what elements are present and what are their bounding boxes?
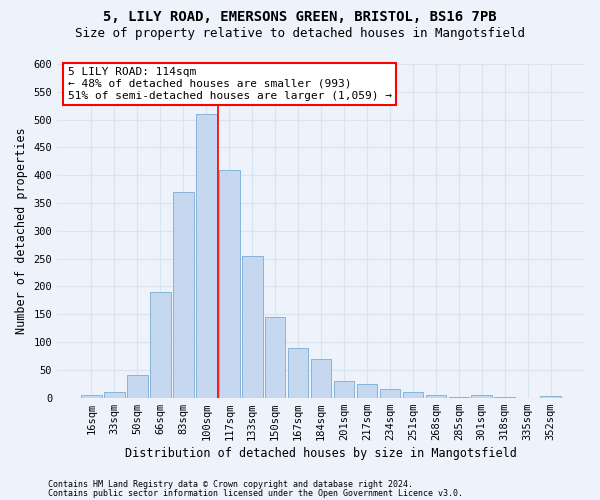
Bar bbox=[449, 396, 469, 398]
Bar bbox=[541, 396, 561, 398]
Bar bbox=[494, 396, 515, 398]
Text: 5, LILY ROAD, EMERSONS GREEN, BRISTOL, BS16 7PB: 5, LILY ROAD, EMERSONS GREEN, BRISTOL, B… bbox=[103, 10, 497, 24]
Bar bbox=[150, 292, 171, 398]
Bar bbox=[425, 395, 446, 398]
Bar bbox=[173, 192, 194, 398]
X-axis label: Distribution of detached houses by size in Mangotsfield: Distribution of detached houses by size … bbox=[125, 447, 517, 460]
Bar bbox=[334, 381, 355, 398]
Bar bbox=[403, 392, 423, 398]
Bar bbox=[288, 348, 308, 398]
Bar bbox=[242, 256, 263, 398]
Bar bbox=[196, 114, 217, 398]
Text: 5 LILY ROAD: 114sqm
← 48% of detached houses are smaller (993)
51% of semi-detac: 5 LILY ROAD: 114sqm ← 48% of detached ho… bbox=[68, 68, 392, 100]
Bar bbox=[265, 317, 286, 398]
Bar bbox=[219, 170, 239, 398]
Text: Contains HM Land Registry data © Crown copyright and database right 2024.: Contains HM Land Registry data © Crown c… bbox=[48, 480, 413, 489]
Bar bbox=[81, 395, 102, 398]
Text: Contains public sector information licensed under the Open Government Licence v3: Contains public sector information licen… bbox=[48, 488, 463, 498]
Bar bbox=[472, 395, 492, 398]
Y-axis label: Number of detached properties: Number of detached properties bbox=[15, 128, 28, 334]
Bar bbox=[380, 390, 400, 398]
Bar bbox=[311, 359, 331, 398]
Bar bbox=[104, 392, 125, 398]
Bar bbox=[127, 376, 148, 398]
Text: Size of property relative to detached houses in Mangotsfield: Size of property relative to detached ho… bbox=[75, 28, 525, 40]
Bar bbox=[356, 384, 377, 398]
